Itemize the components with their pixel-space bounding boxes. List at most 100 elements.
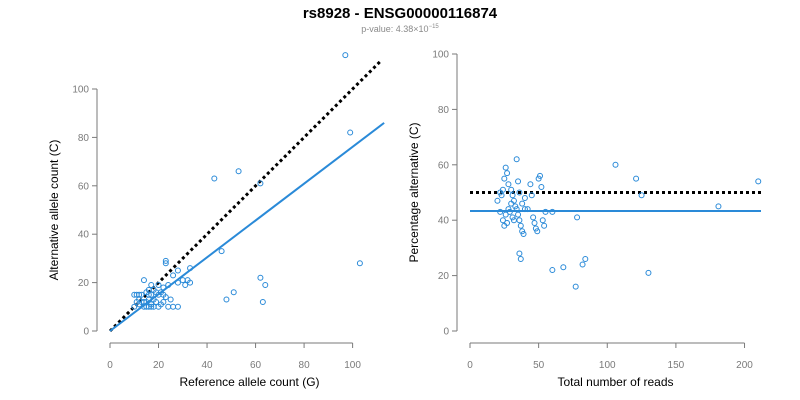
panel1-data-point (162, 260, 169, 267)
pvalue-subtitle: p-value: 4.38×10−15 (0, 24, 800, 34)
panel2-data-point (516, 217, 523, 224)
panel2-x-axis-label: Total number of reads (557, 375, 673, 389)
panel1-data-point (170, 303, 177, 310)
panel1-data-point (223, 296, 230, 303)
panel2-data-point (539, 217, 546, 224)
panel1-data-point (230, 289, 237, 296)
panel2-data-point (612, 161, 619, 168)
panel2-data-point (497, 208, 504, 215)
panel1-data-point (133, 298, 140, 305)
panel1-y-tick-label: 0 (83, 327, 89, 338)
panel2-data-point (494, 197, 501, 204)
panel1-data-point (165, 303, 172, 310)
panel2-x-tick-label: 150 (668, 360, 685, 371)
panel2-data-point (541, 222, 548, 229)
panel1-data-point (162, 294, 169, 301)
panel2-data-point (531, 219, 538, 226)
panel2-data-point (513, 206, 520, 213)
panel2-data-point (530, 214, 537, 221)
panel1-data-point (170, 272, 177, 279)
panel1-x-tick-label: 100 (344, 360, 361, 371)
panel2-data-point (499, 217, 506, 224)
panel1-data-point (259, 298, 266, 305)
panel2-data-point (633, 175, 640, 182)
panel2-x-tick-label: 200 (736, 360, 753, 371)
panel1-data-point (160, 284, 167, 291)
panel1-data-point (182, 282, 189, 289)
panel2-data-point (527, 181, 534, 188)
panel1-data-point (174, 303, 181, 310)
panel2-data-point (549, 208, 556, 215)
panel2-data-point (645, 269, 652, 276)
panel1-data-point (342, 52, 349, 59)
panel2-data-point (517, 255, 524, 262)
panel2-data-point (501, 222, 508, 229)
pvalue-exponent: −15 (428, 24, 439, 30)
panel2-data-point (528, 192, 535, 199)
panel2-y-tick-label: 0 (443, 327, 449, 338)
panel2-data-point (574, 214, 581, 221)
panel2-data-point (521, 206, 528, 213)
panel2-y-tick-label: 60 (438, 160, 450, 171)
panel1-data-point (140, 277, 147, 284)
panel1-data-point (155, 282, 162, 289)
panel2-data-point (515, 211, 522, 218)
panel1-y-axis-label: Alternative allele count (C) (47, 140, 61, 281)
panel1-data-point (153, 298, 160, 305)
panel1-y-tick-label: 80 (78, 133, 90, 144)
panel1-data-point (262, 282, 269, 289)
panel1-data-point (160, 298, 167, 305)
pvalue-text: p-value: 4.38×10 (361, 24, 429, 34)
panel2-data-point (501, 175, 508, 182)
panel1-x-tick-label: 0 (107, 360, 113, 371)
panel1-data-point (131, 291, 138, 298)
panel2-data-point (542, 208, 549, 215)
panel1-data-point (167, 296, 174, 303)
panel1-data-point (148, 303, 155, 310)
panel2-data-point (537, 172, 544, 179)
panel2-data-point (638, 192, 645, 199)
panel2-data-point (521, 195, 528, 202)
panel2-x-tick-label: 0 (467, 360, 473, 371)
panel2-data-point (513, 156, 520, 163)
panel2-data-point (582, 255, 589, 262)
panel2-data-point (579, 261, 586, 268)
panel1-x-tick-label: 40 (201, 360, 213, 371)
panel1-fit-line (109, 122, 385, 332)
panel2-y-axis-label: Percentage alternative (C) (407, 122, 421, 262)
panel2-data-point (549, 267, 556, 274)
panel2-data-point (510, 217, 517, 224)
panel2-data-point (715, 203, 722, 210)
panel2-data-point (505, 181, 512, 188)
panel1-data-point (165, 282, 172, 289)
panel1-y-tick-label: 20 (78, 278, 90, 289)
panel1-data-point (174, 279, 181, 286)
panel1-x-tick-label: 20 (153, 360, 165, 371)
panel1-data-point (218, 248, 225, 255)
panel2-data-point (516, 189, 523, 196)
panel1-data-point (211, 175, 218, 182)
panel2-data-point (502, 164, 509, 171)
panel2-data-point (508, 200, 515, 207)
panel1-y-tick-label: 100 (72, 85, 89, 96)
panel2-y-tick-label: 40 (438, 216, 450, 227)
panel2-x-tick-label: 100 (599, 360, 616, 371)
panel1-reference-line (108, 58, 383, 333)
panel1-x-tick-label: 80 (299, 360, 311, 371)
panel2-data-point (534, 228, 541, 235)
panel2-data-point (755, 178, 762, 185)
panel2-data-point (498, 192, 505, 199)
panel1-data-point (148, 282, 155, 289)
panel1-data-point (257, 274, 264, 281)
panel2-data-point (519, 200, 526, 207)
panel2-x-tick-label: 50 (533, 360, 545, 371)
panel2-data-point (509, 192, 516, 199)
panel1-data-point (148, 291, 155, 298)
panel1-y-tick-label: 40 (78, 230, 90, 241)
panel1-data-point (235, 168, 242, 175)
panel1-data-point (187, 265, 194, 272)
panel1-data-point (145, 296, 152, 303)
panel1-data-point (187, 279, 194, 286)
panel1-y-tick-label: 60 (78, 181, 90, 192)
